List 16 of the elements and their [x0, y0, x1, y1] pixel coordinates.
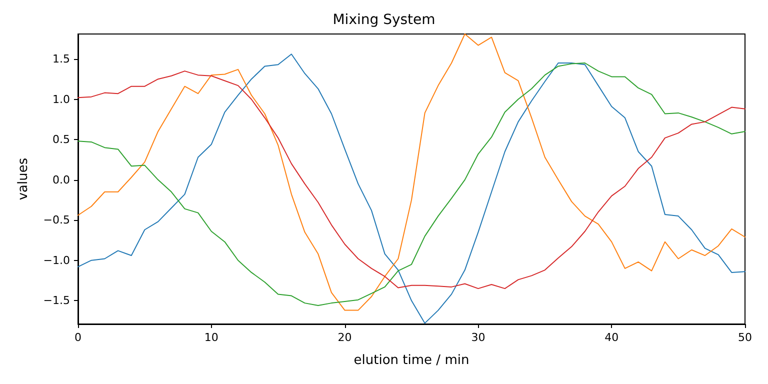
y-tick-label: −1.5 [43, 294, 70, 308]
x-tick-label: 20 [338, 331, 352, 344]
y-tick-label: 1.0 [52, 92, 70, 106]
x-tick-label: 0 [74, 331, 82, 344]
y-tick-label: −1.0 [43, 254, 70, 267]
x-tick-label: 30 [471, 331, 486, 344]
y-axis-title: values [16, 158, 31, 200]
chart-title: Mixing System [332, 12, 436, 28]
x-tick-label: 10 [204, 331, 218, 344]
y-tick-label: 1.5 [52, 52, 70, 66]
y-tick-label: −0.5 [43, 214, 70, 227]
x-tick-label: 50 [738, 331, 752, 344]
y-tick-label: 0.0 [52, 173, 70, 186]
x-axis-title: elution time / min [354, 353, 470, 368]
x-tick-label: 40 [604, 331, 619, 344]
y-tick-label: 0.5 [52, 133, 70, 146]
